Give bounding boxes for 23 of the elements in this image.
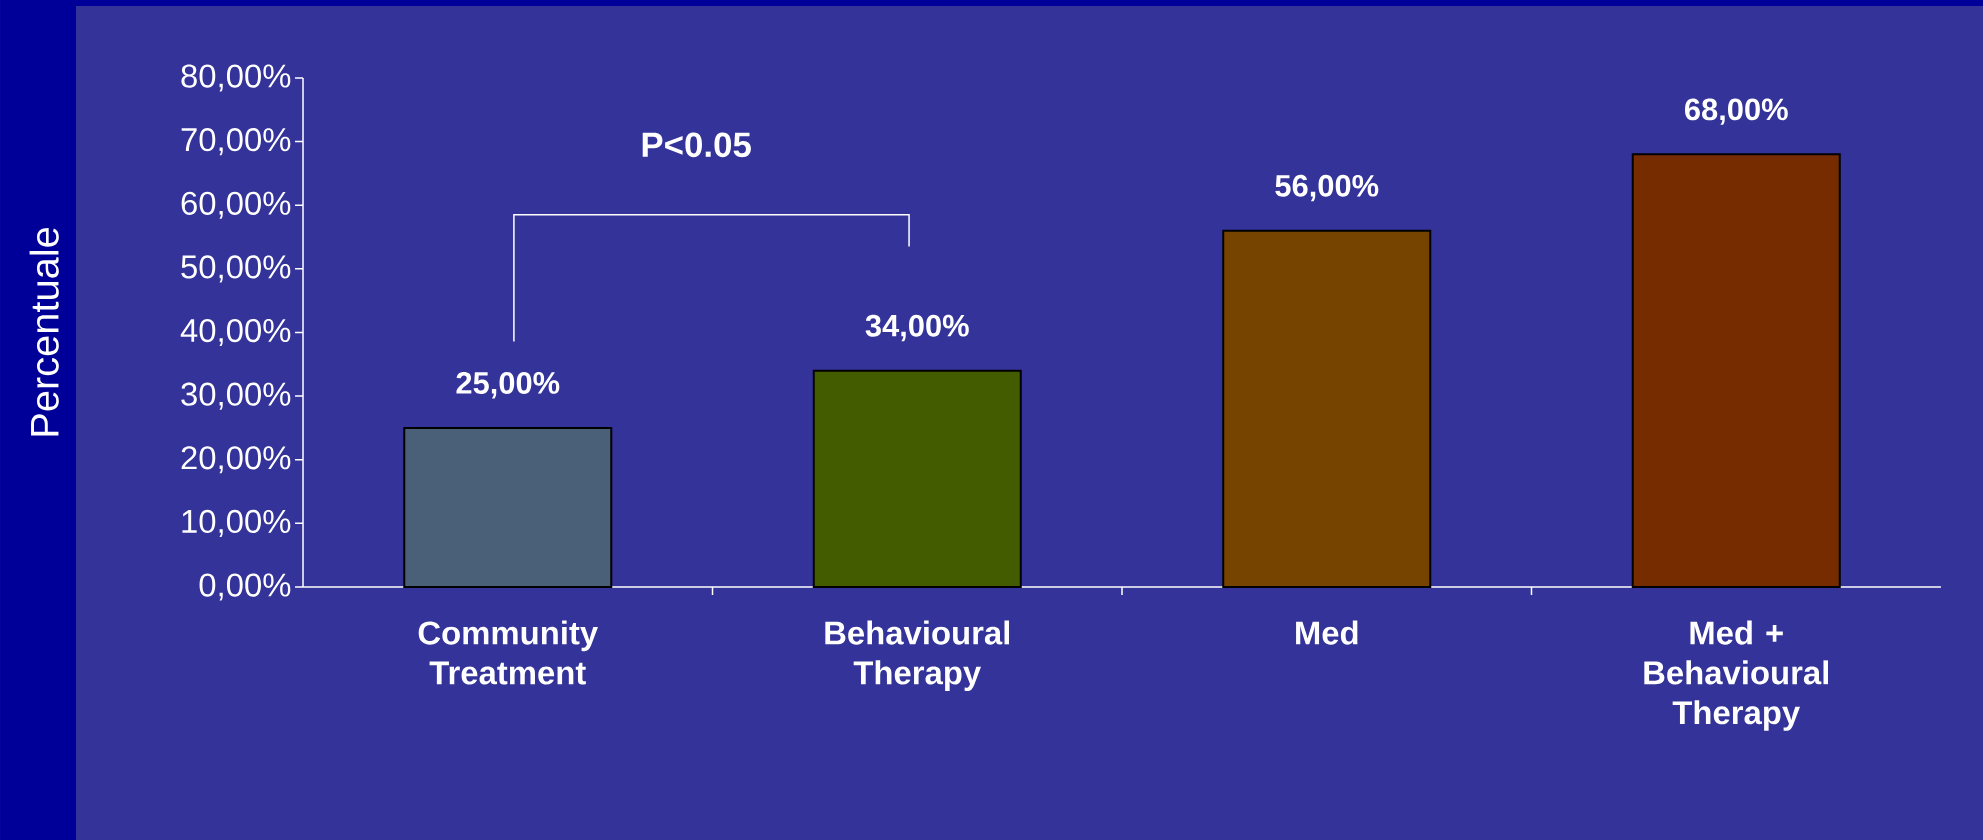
x-tick-label: Med: [1296, 620, 1358, 645]
y-tick-label: 40,00%: [180, 318, 291, 347]
y-tick-label: 50,00%: [181, 255, 291, 283]
x-tick-label: Med + Behavioural Therapy: [1644, 620, 1828, 731]
y-tick-label: 0,00%: [199, 573, 291, 601]
y-tick-label: 30,00%: [181, 382, 291, 410]
y-tick-label: 10,00%: [182, 509, 291, 537]
annotation: P<0.05: [642, 132, 751, 158]
bar: [403, 426, 613, 588]
y-axis-title: Percentuale: [29, 227, 59, 436]
x-tick-label: Behavioural Therapy: [825, 620, 1010, 692]
y-tick-label: 60,00%: [181, 191, 291, 219]
y-tick-label: 20,00%: [181, 446, 291, 474]
data-label: 68,00%: [1684, 98, 1788, 125]
y-tick-label: 70,00%: [181, 128, 291, 156]
y-tick-label: 80,00%: [181, 64, 291, 92]
data-label: 56,00%: [1275, 174, 1379, 202]
bar: [1222, 229, 1432, 588]
data-label: 34,00%: [865, 314, 969, 342]
data-label: 25,00%: [456, 372, 560, 399]
bar: [812, 369, 1022, 588]
x-tick-label: Community Treatment: [418, 620, 598, 685]
bar: [1631, 153, 1841, 588]
